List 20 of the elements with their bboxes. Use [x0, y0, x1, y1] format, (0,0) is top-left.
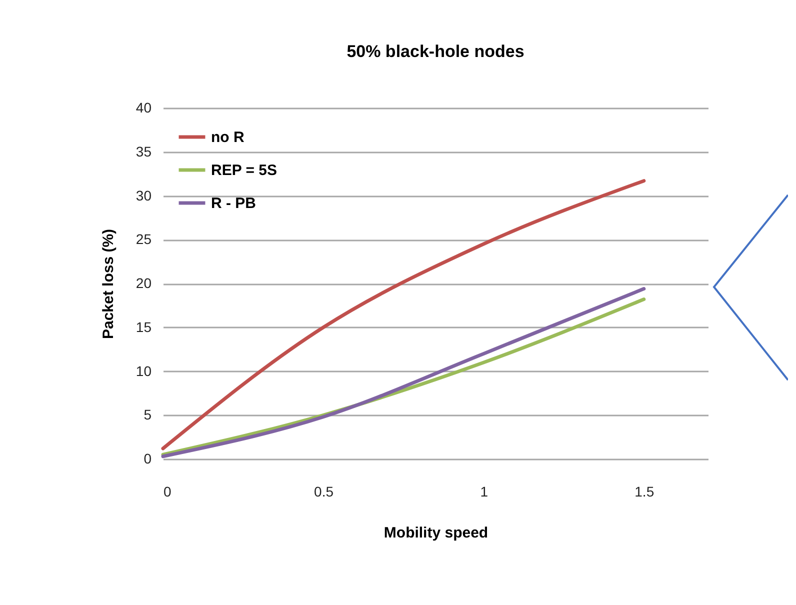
legend-label: no R	[211, 129, 244, 146]
legend-label: R - PB	[211, 195, 256, 212]
y-tick-label: 20	[136, 275, 152, 291]
x-tick-label: 1.5	[634, 484, 654, 500]
y-tick-label: 10	[136, 362, 152, 379]
x-tick-label: 0	[164, 484, 172, 500]
y-tick-label: 40	[136, 100, 152, 116]
x-tick-label: 1	[480, 484, 488, 500]
chart-title: 50% black-hole nodes	[346, 42, 524, 61]
line-series	[161, 179, 646, 450]
legend-label: REP = 5S	[211, 162, 278, 179]
y-tick-label: 0	[144, 450, 152, 466]
y-tick-label: 25	[136, 231, 152, 248]
y-tick-label: 15	[136, 318, 152, 335]
y-tick-label: 5	[144, 406, 152, 423]
y-axis-title: Packet loss (%)	[100, 228, 117, 340]
x-axis-title: Mobility speed	[384, 524, 488, 542]
x-tick-label: 0.5	[314, 484, 334, 500]
y-tick-label: 30	[136, 187, 152, 204]
y-tick-label: 35	[136, 143, 152, 160]
